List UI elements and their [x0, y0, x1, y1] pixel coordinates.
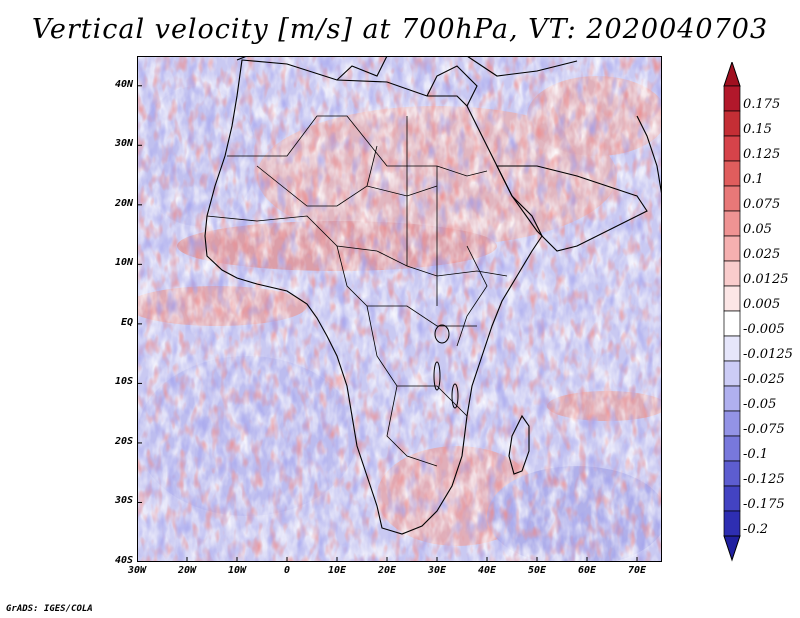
lon-label: 50E [527, 565, 547, 576]
colorbar-swatch [723, 385, 741, 412]
colorbar-level-label: -0.1 [743, 446, 769, 462]
colorbar-swatch [723, 110, 741, 137]
lat-label: 40S [114, 555, 133, 566]
chart-title: Vertical velocity [m/s] at 700hPa, VT: 2… [31, 14, 769, 45]
colorbar-level-label: 0.175 [743, 96, 781, 112]
coastlines [204, 56, 662, 535]
colorbar-level-label: -0.0125 [743, 346, 793, 362]
lat-label: 10N [114, 257, 133, 269]
lat-label: 30N [114, 138, 133, 150]
india-coastline [636, 115, 662, 197]
lon-label: 20W [177, 565, 197, 576]
lat-label: EQ [120, 316, 133, 328]
colorbar-level-label: 0.005 [743, 296, 781, 312]
colorbar-swatch [723, 510, 741, 537]
map-canvas [137, 56, 662, 562]
colorbar-level-label: 0.0125 [743, 271, 789, 287]
field-texture-blue [137, 56, 662, 562]
colorbar-swatch [723, 435, 741, 462]
lat-label: 20S [114, 435, 133, 447]
colorbar-level-label: -0.025 [743, 371, 785, 387]
colorbar-swatch [723, 310, 741, 337]
lat-label: 20N [114, 197, 133, 209]
colorbar-level-label: 0.025 [743, 246, 781, 262]
colorbar-swatch [723, 235, 741, 262]
colorbar-top-arrow [723, 62, 741, 87]
lat-label: 30S [114, 495, 133, 507]
colorbar-level-label: -0.005 [743, 321, 785, 337]
colorbar-swatch [723, 135, 741, 162]
colorbar-swatch [723, 335, 741, 362]
lat-label: 40N [114, 78, 133, 90]
colorbar-swatch [723, 85, 741, 112]
colorbar-swatch [723, 485, 741, 512]
europe-coastline [236, 56, 578, 107]
map-frame [137, 56, 662, 562]
lakes [433, 324, 459, 409]
lon-label: 0 [283, 565, 291, 576]
lon-label: 70E [627, 565, 647, 576]
colorbar-swatch [723, 285, 741, 312]
colorbar-swatch [723, 360, 741, 387]
colorbar-level-label: 0.125 [743, 146, 781, 162]
colorbar-level-label: 0.1 [743, 171, 764, 187]
colorbar-level-label: -0.175 [743, 496, 785, 512]
lon-label: 30W [127, 565, 147, 576]
lon-label: 40E [477, 565, 497, 576]
colorbar-level-label: 0.05 [743, 221, 772, 237]
colorbar-level-label: 0.15 [743, 121, 772, 137]
grads-credit: GrADS: IGES/COLA [6, 604, 93, 614]
colorbar [723, 62, 741, 562]
colorbar-swatch [723, 260, 741, 287]
lon-label: 60E [577, 565, 597, 576]
lat-label: 10S [114, 376, 133, 388]
arabia-coastline [496, 165, 648, 252]
colorbar-level-label: 0.075 [743, 196, 781, 212]
colorbar-swatch [723, 460, 741, 487]
lon-label: 20E [377, 565, 397, 576]
colorbar-swatch [723, 210, 741, 237]
colorbar-bottom-arrow [723, 535, 741, 562]
colorbar-level-label: -0.075 [743, 421, 785, 437]
colorbar-swatch [723, 160, 741, 187]
colorbar-level-label: -0.125 [743, 471, 785, 487]
madagascar-coastline [508, 414, 530, 475]
africa-coastline [204, 59, 543, 535]
country-borders [206, 115, 508, 467]
colorbar-level-label: -0.05 [743, 396, 777, 412]
lon-label: 30E [427, 565, 447, 576]
lon-label: 10E [327, 565, 347, 576]
axis-ticks [137, 85, 638, 562]
colorbar-level-label: -0.2 [743, 521, 769, 537]
colorbar-swatch [723, 185, 741, 212]
colorbar-swatch [723, 410, 741, 437]
map-panel [137, 56, 662, 562]
lon-label: 10W [227, 565, 247, 576]
